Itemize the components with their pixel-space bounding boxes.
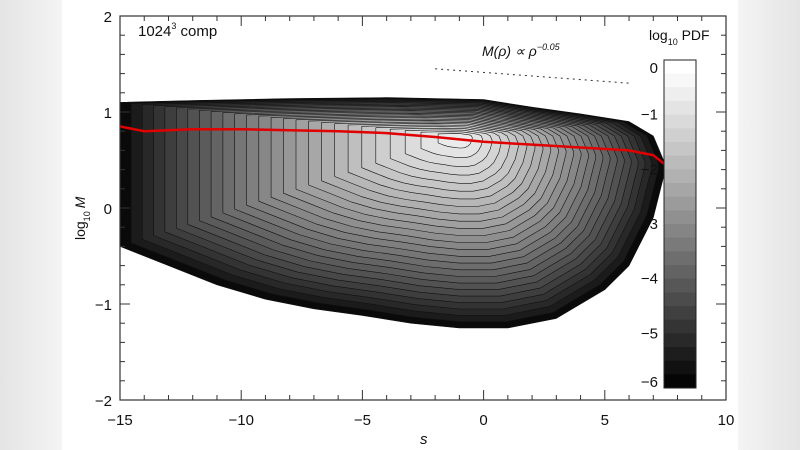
colorbar-step bbox=[664, 60, 696, 75]
colorbar-tick-label: −5 bbox=[641, 325, 658, 342]
colorbar-step bbox=[664, 306, 696, 321]
y-tick-label: −1 bbox=[95, 297, 112, 314]
colorbar-step bbox=[664, 374, 696, 389]
mean-curve bbox=[119, 125, 667, 166]
pdf-contours bbox=[119, 97, 666, 329]
colorbar-step bbox=[664, 196, 696, 211]
colorbar-step bbox=[664, 333, 696, 348]
x-tick-label: 0 bbox=[479, 412, 487, 429]
y-tick-label: 2 bbox=[104, 9, 112, 26]
x-tick-label: −10 bbox=[228, 412, 253, 429]
colorbar-tick-label: −1 bbox=[641, 107, 658, 124]
colorbar-tick-label: −2 bbox=[641, 161, 658, 178]
colorbar-step bbox=[664, 101, 696, 116]
right-margin bbox=[738, 0, 800, 450]
chart-title: 10243 comp bbox=[138, 21, 217, 40]
colorbar-tick-label: −3 bbox=[641, 216, 658, 233]
colorbar-step bbox=[664, 347, 696, 362]
colorbar-step bbox=[664, 183, 696, 198]
colorbar-step bbox=[664, 265, 696, 280]
colorbar-step bbox=[664, 87, 696, 102]
colorbar-step bbox=[664, 142, 696, 157]
x-tick-label: −5 bbox=[354, 412, 371, 429]
slope-annotation: M(ρ) ∝ ρ−0.05 bbox=[482, 42, 561, 59]
y-tick-label: 1 bbox=[104, 105, 112, 122]
y-tick-label: −2 bbox=[95, 393, 112, 410]
colorbar-step bbox=[664, 210, 696, 225]
x-tick-label: 10 bbox=[718, 412, 735, 429]
colorbar-tick-label: −4 bbox=[641, 271, 658, 288]
slope-annotation-line bbox=[435, 68, 630, 84]
colorbar-step bbox=[664, 224, 696, 239]
colorbar-step bbox=[664, 237, 696, 252]
y-axis-label: log10M bbox=[72, 196, 92, 240]
colorbar-tick-label: −6 bbox=[641, 374, 658, 391]
colorbar-step bbox=[664, 73, 696, 88]
x-tick-label: −15 bbox=[107, 412, 132, 429]
colorbar-frame bbox=[663, 59, 697, 389]
x-tick-label: 5 bbox=[601, 412, 609, 429]
colorbar-tick-label: 0 bbox=[650, 60, 658, 77]
colorbar-step bbox=[664, 128, 696, 143]
colorbar-step bbox=[664, 114, 696, 129]
colorbar-step bbox=[664, 155, 696, 170]
colorbar-step bbox=[664, 292, 696, 307]
y-tick-label: 0 bbox=[104, 201, 112, 218]
colorbar-step bbox=[664, 169, 696, 184]
colorbar-step bbox=[664, 319, 696, 334]
left-margin bbox=[0, 0, 62, 450]
colorbar-label: log10 PDF bbox=[649, 27, 710, 47]
x-axis-label: s bbox=[420, 431, 428, 448]
colorbar-step bbox=[664, 360, 696, 375]
colorbar: 0 −1 −2 −3 −4 −5 −6 bbox=[641, 59, 697, 391]
colorbar-step bbox=[664, 278, 696, 293]
colorbar-step bbox=[664, 251, 696, 266]
